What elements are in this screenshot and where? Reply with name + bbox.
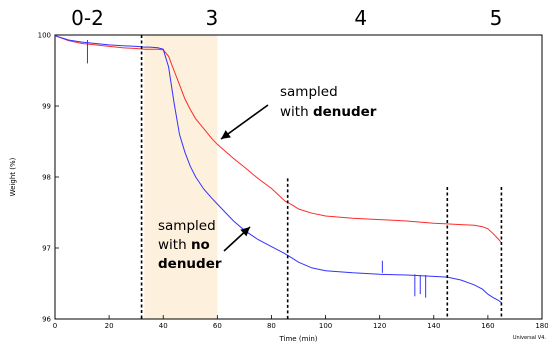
arrowhead-with-denuder [221,130,231,139]
y-tick-label: 97 [42,245,51,253]
x-tick-label: 160 [481,322,494,330]
x-tick-label: 80 [267,322,276,330]
x-tick-label: 0 [53,322,57,330]
stage-label: 5 [490,6,503,30]
x-axis-label: Time (min) [278,335,317,343]
stage-label: 3 [206,6,219,30]
stage-label: 4 [354,6,367,30]
annotation-line: sampled [280,84,338,100]
y-tick-label: 98 [42,174,51,182]
stage-label: 0-2 [71,6,104,30]
y-axis-label: Weight (%) [9,157,17,196]
annotation-with-denuder: sampled with denuder [280,84,377,120]
annotation-line: with no [158,237,210,253]
x-axis-ticks: 0 20 40 60 80 100 120 140 160 180 [53,315,548,330]
x-tick-label: 60 [213,322,222,330]
arrowhead-no-denuder [240,227,250,237]
stage-labels: 0-2 3 4 5 [71,6,502,30]
series-line-1 [54,35,502,244]
series-layer [54,35,502,304]
annotation-text: with [158,237,191,253]
y-tick-label: 99 [42,103,51,111]
annotation-text: with [280,104,313,120]
annotation-line: with denuder [280,104,377,120]
arrow-with-denuder [220,104,269,140]
x-tick-label: 40 [159,322,168,330]
x-tick-label: 180 [535,322,548,330]
x-tick-label: 100 [319,322,332,330]
annotation-no-denuder: sampled with no denuder [158,218,222,272]
annotation-bold-text: denuder [158,256,222,272]
x-tick-label: 120 [373,322,386,330]
stage-boundaries [140,35,503,319]
y-tick-label: 96 [42,316,51,324]
annotation-text: sampled [280,84,338,100]
x-tick-label: 20 [105,322,114,330]
software-footer: Universal V4. [513,335,547,341]
annotation-text: sampled [158,218,216,234]
series-line-2 [54,35,502,304]
plot-frame [54,34,543,320]
y-tick-label: 100 [38,32,51,40]
annotation-line: sampled [158,218,216,234]
annotation-line: denuder [158,256,222,272]
y-axis-ticks: 96 97 98 99 100 [38,32,59,324]
annotation-bold-text: denuder [313,104,377,120]
x-tick-label: 140 [427,322,440,330]
annotation-bold-text: no [191,237,210,253]
stage-3-shaded-region [144,35,218,319]
